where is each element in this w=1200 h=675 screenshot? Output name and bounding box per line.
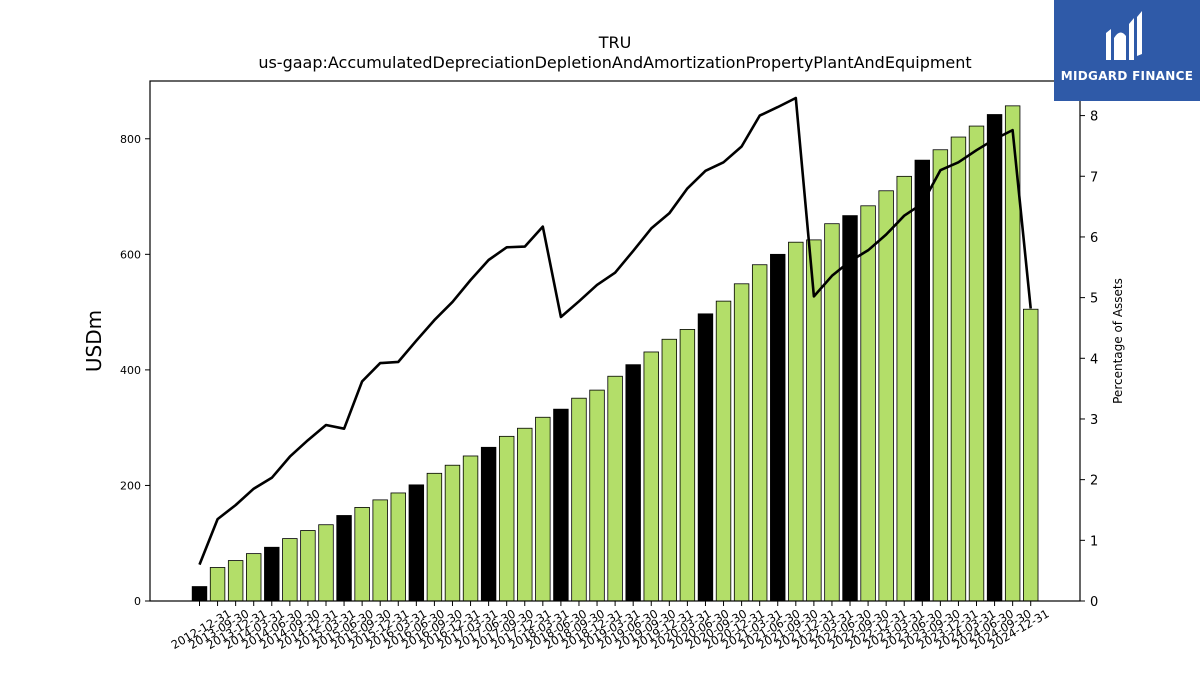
bar [770,253,786,602]
bar [462,455,479,602]
bar [733,283,750,602]
bar [354,506,370,602]
bar [860,205,876,602]
bar [264,546,280,602]
bar [372,499,388,602]
bar [227,560,244,602]
bar [643,351,659,602]
y2-tick-label: 6 [1090,231,1098,246]
bar [751,264,768,602]
bar [336,515,352,602]
bar [318,524,334,602]
line-series [198,96,1032,566]
bar [878,190,894,602]
bar [426,472,443,602]
y-axis-label: USDm [82,310,106,372]
y2-tick-label: 1 [1090,534,1098,549]
right-axis-ticks: 0 1 2 3 4 5 6 7 8 [1080,110,1098,610]
bar [625,364,641,602]
y-tick-label: 0 [134,595,141,608]
bar [896,175,912,602]
bar [517,427,533,602]
left-axis-ticks: 0 200 400 600 800 [120,133,150,608]
brand-logo: MIDGARD FINANCE [1054,0,1200,101]
bar [209,567,226,602]
y-tick-label: 600 [120,248,141,261]
chart-title: TRU [598,33,632,52]
y-tick-label: 200 [120,479,141,492]
bar [191,586,208,602]
bar [607,375,623,602]
bar [715,300,732,602]
bar [282,538,298,602]
y2-tick-label: 7 [1090,170,1098,185]
y-tick-label: 800 [120,133,141,146]
y2-tick-label: 8 [1090,110,1098,125]
percentage-line [198,96,1032,566]
bar [408,484,425,602]
bar [444,464,461,602]
bar [498,435,515,602]
bar [679,329,696,602]
x-axis-ticks: 2012-12-312013-09-302013-12-312014-03-31… [169,601,1052,652]
bar [246,553,262,602]
y2-tick-label: 2 [1090,474,1098,489]
bar [842,215,858,602]
bar [589,389,605,602]
bar [914,159,931,602]
bar [1023,308,1039,602]
bar [788,241,804,602]
bar [968,125,985,602]
y2-tick-label: 4 [1090,352,1098,367]
y-tick-label: 400 [120,364,141,377]
bar [553,408,569,602]
bar [986,114,1003,602]
y2-axis-label: Percentage of Assets [1111,278,1125,404]
brand-name: MIDGARD FINANCE [1060,69,1194,83]
bar [571,397,587,602]
bar [661,338,678,602]
bar [480,446,497,602]
bar [300,530,316,602]
bar [390,492,406,602]
bar [932,149,949,602]
y2-tick-label: 0 [1090,595,1098,610]
chart-subtitle: us-gaap:AccumulatedDepreciationDepletion… [258,53,971,72]
y2-tick-label: 5 [1090,292,1098,307]
midgard-logo-icon [1106,11,1142,60]
bar [535,416,551,602]
bar [697,313,714,602]
bar-series [191,105,1039,602]
y2-tick-label: 3 [1090,413,1098,428]
bar [950,136,967,602]
